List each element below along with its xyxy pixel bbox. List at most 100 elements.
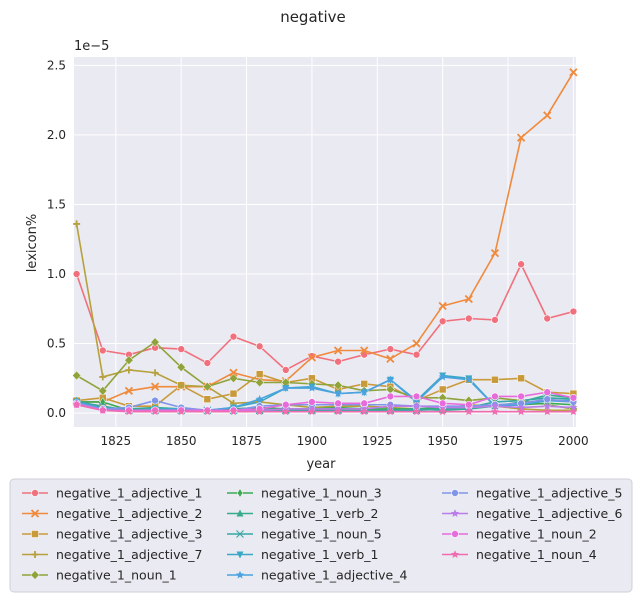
data-point (450, 509, 460, 517)
data-point (386, 401, 395, 410)
data-point (412, 339, 421, 348)
series-line (75, 263, 574, 371)
data-point (491, 316, 499, 324)
data-point (438, 317, 447, 326)
data-point (569, 307, 578, 316)
data-point (73, 220, 81, 228)
data-point (72, 370, 82, 381)
data-point (360, 346, 369, 355)
data-point (203, 395, 212, 403)
legend-item: negative_1_verb_2 (227, 506, 379, 521)
y-tick-label: 0.5 (47, 337, 66, 351)
data-point (543, 314, 552, 323)
data-point (450, 550, 460, 558)
data-point (490, 401, 500, 410)
data-point (307, 353, 317, 362)
data-point (360, 407, 369, 416)
data-point (569, 403, 578, 412)
data-point (281, 366, 290, 374)
data-point (569, 68, 578, 77)
x-tick-label: 1875 (231, 434, 262, 448)
legend-label: negative_1_adjective_1 (56, 486, 202, 501)
data-point (465, 400, 473, 409)
legend-item: negative_1_adjective_1 (22, 486, 202, 501)
data-point (98, 406, 107, 414)
data-point (360, 399, 369, 408)
data-point (386, 345, 395, 353)
data-point (412, 350, 421, 359)
data-point (333, 346, 343, 355)
data-point (308, 398, 316, 406)
data-point (124, 355, 134, 365)
legend-label: negative_1_adjective_3 (56, 527, 202, 542)
data-point (150, 407, 160, 416)
data-point (412, 401, 421, 410)
data-point (229, 368, 238, 377)
data-point (569, 393, 578, 402)
legend-item: negative_1_noun_1 (22, 568, 177, 583)
legend-label: negative_1_noun_4 (476, 547, 597, 562)
data-point (151, 369, 159, 377)
data-point (464, 407, 473, 416)
data-point (255, 394, 264, 403)
data-point (308, 352, 316, 360)
y-tick-label: 1.5 (47, 197, 66, 211)
data-point (176, 362, 186, 372)
legend-item: negative_1_noun_2 (442, 527, 597, 542)
data-point (451, 530, 459, 538)
x-tick-label: 1825 (101, 434, 132, 448)
data-point (386, 407, 395, 416)
legend-item: negative_1_adjective_7 (22, 547, 202, 562)
y-tick-label: 1.0 (47, 267, 66, 281)
data-point (237, 488, 243, 498)
legend-item: negative_1_adjective_2 (22, 506, 202, 521)
legend-label: negative_1_adjective_6 (476, 506, 622, 521)
legend: negative_1_adjective_1 negative_1_adjecti… (9, 478, 633, 593)
data-point (202, 381, 212, 392)
data-point (99, 373, 107, 381)
data-point (386, 392, 395, 401)
data-point (125, 366, 133, 374)
data-point (229, 389, 238, 398)
legend-label: negative_1_adjective_7 (56, 547, 202, 562)
data-point (438, 407, 447, 416)
data-point (451, 489, 459, 497)
data-point (31, 551, 39, 558)
data-point (150, 382, 160, 391)
data-point (334, 399, 342, 408)
legend-box (9, 478, 633, 593)
x-tick-label: 1950 (427, 434, 458, 448)
series-line (76, 398, 574, 412)
plot-area (74, 57, 576, 427)
data-point (543, 111, 552, 120)
legend-item: negative_1_noun_4 (442, 547, 597, 562)
series-line (76, 403, 574, 413)
series-line (76, 71, 575, 403)
data-point (31, 530, 39, 538)
legend-item: negative_1_noun_3 (227, 486, 382, 501)
data-point (235, 570, 245, 579)
data-point (124, 386, 134, 395)
data-point (228, 373, 239, 384)
y-tick-labels: 0.0 0.5 1.0 1.5 2.0 2.5 (47, 58, 66, 420)
data-point (72, 400, 81, 409)
series-lines (75, 71, 575, 413)
data-point (412, 407, 421, 416)
legend-item: negative_1_noun_5 (227, 527, 382, 542)
data-point (255, 370, 264, 378)
y-axis-label: lexicon% (25, 214, 40, 272)
data-point (177, 407, 186, 416)
y-tick-label: 2.5 (47, 58, 66, 72)
legend-item: negative_1_adjective_4 (227, 568, 407, 583)
data-point (543, 401, 552, 410)
data-point (517, 374, 525, 383)
legend-item: negative_1_adjective_3 (22, 527, 202, 542)
data-point (438, 385, 447, 394)
legend-label: negative_1_verb_2 (261, 506, 379, 521)
data-point (151, 396, 159, 405)
data-point (517, 403, 526, 412)
data-point (438, 301, 447, 311)
y-tick-label: 2.0 (47, 128, 66, 142)
data-point (491, 375, 499, 384)
data-point (281, 400, 290, 409)
